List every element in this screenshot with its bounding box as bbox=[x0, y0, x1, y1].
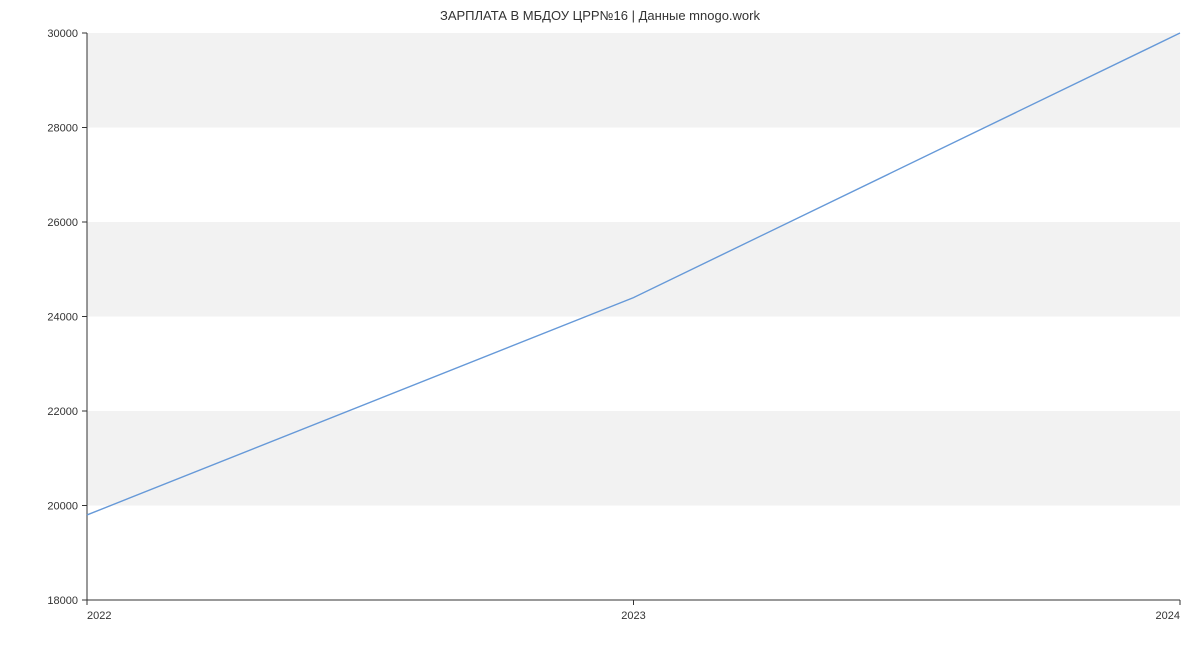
x-tick-label: 2023 bbox=[621, 610, 645, 622]
y-tick-label: 24000 bbox=[47, 312, 78, 324]
plot-band bbox=[87, 317, 1180, 412]
plot-band bbox=[87, 222, 1180, 317]
plot-band bbox=[87, 411, 1180, 506]
plot-band bbox=[87, 128, 1180, 223]
y-tick-label: 20000 bbox=[47, 501, 78, 513]
y-tick-label: 28000 bbox=[47, 123, 78, 135]
x-tick-label: 2022 bbox=[87, 610, 111, 622]
x-tick-label: 2024 bbox=[1156, 610, 1180, 622]
y-tick-label: 30000 bbox=[47, 28, 78, 40]
y-tick-label: 18000 bbox=[47, 595, 78, 607]
y-tick-label: 26000 bbox=[47, 217, 78, 229]
y-tick-label: 22000 bbox=[47, 406, 78, 418]
chart-svg: 18000 20000 22000 24000 26000 28000 30000 2022 2… bbox=[0, 0, 1200, 650]
plot-band bbox=[87, 506, 1180, 601]
line-chart: ЗАРПЛАТА В МБДОУ ЦРР№16 | Данные mnogo.w… bbox=[0, 0, 1200, 650]
plot-band bbox=[87, 33, 1180, 128]
